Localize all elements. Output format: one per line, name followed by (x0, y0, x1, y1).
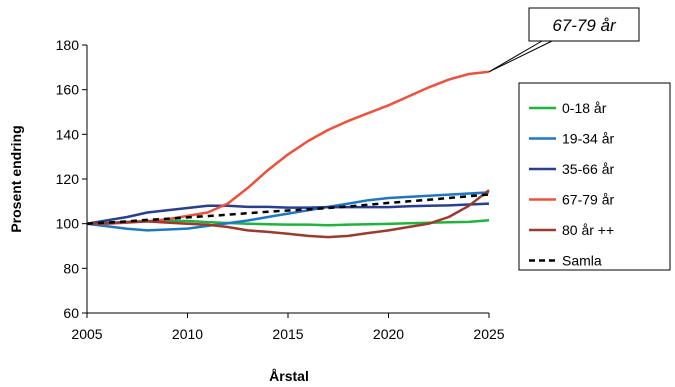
callout-annotation: 67-79 år (488, 7, 640, 73)
y-tick-label: 60 (63, 305, 79, 321)
series-line-35-66-r (86, 202, 490, 225)
y-tick-label: 160 (56, 82, 80, 98)
legend-label: 67-79 år (562, 192, 614, 208)
y-axis-title: Prosent endring (8, 125, 24, 232)
callout-label: 67-79 år (552, 16, 617, 35)
y-ticks: 60 80 100 120 140 160 180 (56, 37, 87, 321)
series-layer (86, 70, 490, 239)
series-line-samla (86, 193, 490, 225)
callout-leader-line (488, 40, 553, 73)
legend-label: Samla (562, 253, 602, 269)
legend-box (518, 82, 671, 271)
x-tick-label: 2005 (71, 326, 102, 342)
x-ticks: 2005 2010 2015 2020 2025 (71, 313, 505, 342)
legend: 0-18 år 19-34 år 35-66 år 67-79 år 80 år ++ S… (518, 82, 671, 271)
y-tick-label: 80 (63, 260, 79, 276)
legend-label: 0-18 år (562, 100, 607, 116)
x-axis-title: Årstal (269, 368, 309, 384)
callout-leader-line (488, 40, 543, 73)
x-tick-label: 2010 (172, 326, 203, 342)
y-tick-label: 140 (56, 126, 80, 142)
callout-box (528, 7, 640, 42)
legend-label: 19-34 år (562, 131, 614, 147)
y-tick-label: 180 (56, 37, 80, 53)
x-tick-label: 2025 (473, 326, 504, 342)
legend-label: 80 år ++ (562, 222, 614, 238)
x-tick-label: 2015 (272, 326, 303, 342)
y-tick-label: 120 (56, 171, 80, 187)
series-line-19-34-r (86, 191, 490, 232)
x-tick-label: 2020 (373, 326, 404, 342)
axes (86, 45, 489, 314)
legend-label: 35-66 år (562, 161, 614, 177)
series-line-80-r (86, 189, 490, 239)
y-tick-label: 100 (56, 216, 80, 232)
